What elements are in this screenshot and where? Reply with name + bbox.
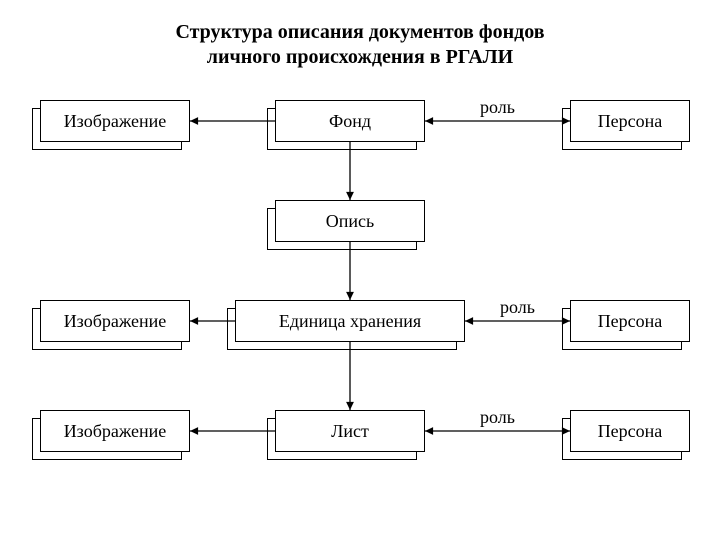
node-label-pers2: Персона <box>598 311 663 332</box>
node-label-list: Лист <box>331 421 369 442</box>
node-list: Лист <box>275 410 425 452</box>
node-pers3: Персона <box>570 410 690 452</box>
node-pers1: Персона <box>570 100 690 142</box>
node-pers2: Персона <box>570 300 690 342</box>
node-label-pers3: Персона <box>598 421 663 442</box>
node-label-opis: Опись <box>326 211 374 232</box>
node-img2: Изображение <box>40 300 190 342</box>
title-line-2: личного происхождения в РГАЛИ <box>207 46 513 68</box>
node-img3: Изображение <box>40 410 190 452</box>
node-label-unit: Единица хранения <box>279 311 421 332</box>
node-label-pers1: Персона <box>598 111 663 132</box>
node-label-img3: Изображение <box>64 421 167 442</box>
node-fond: Фонд <box>275 100 425 142</box>
node-label-fond: Фонд <box>329 111 371 132</box>
edge-label-fond-pers1: роль <box>458 97 538 118</box>
diagram-title: Структура описания документов фондов лич… <box>0 20 720 70</box>
node-unit: Единица хранения <box>235 300 465 342</box>
node-label-img1: Изображение <box>64 111 167 132</box>
edge-label-unit-pers2: роль <box>478 297 558 318</box>
edge-label-list-pers3: роль <box>458 407 538 428</box>
node-opis: Опись <box>275 200 425 242</box>
node-img1: Изображение <box>40 100 190 142</box>
title-line-1: Структура описания документов фондов <box>175 21 544 43</box>
node-label-img2: Изображение <box>64 311 167 332</box>
